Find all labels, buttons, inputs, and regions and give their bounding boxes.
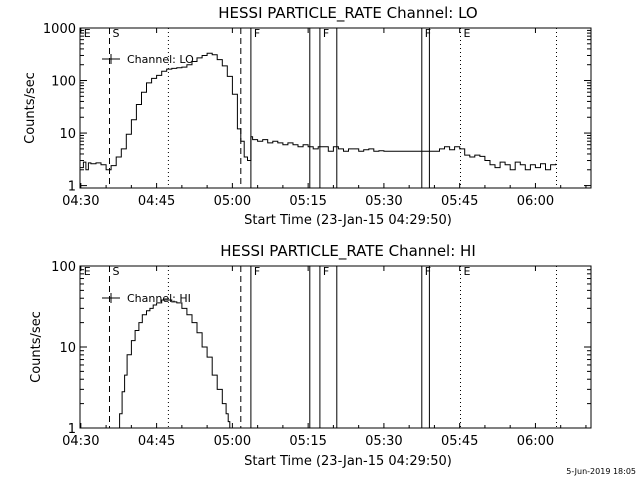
chart-title: HESSI PARTICLE_RATE Channel: LO — [218, 4, 477, 23]
x-tick-label: 04:45 — [138, 194, 175, 209]
x-tick-label: 06:00 — [517, 434, 554, 449]
y-tick-label: 10 — [59, 341, 76, 356]
flag-label: F — [425, 265, 431, 278]
flag-label: F — [323, 27, 329, 40]
flag-label: E — [464, 265, 471, 278]
x-tick-label: 04:45 — [138, 434, 175, 449]
x-axis-label: Start Time (23-Jan-15 04:29:50) — [244, 454, 452, 469]
legend: Channel: HI — [102, 292, 191, 305]
x-tick-label: 04:30 — [62, 194, 99, 209]
y-tick-label: 10 — [59, 127, 76, 142]
plot-frame — [79, 265, 592, 429]
flag-label: E — [464, 27, 471, 40]
timestamp: 5-Jun-2019 18:05 — [566, 467, 636, 476]
plot-frame — [79, 27, 592, 189]
flag-label: F — [323, 265, 329, 278]
y-tick-label: 1 — [68, 180, 76, 195]
x-tick-label: 05:00 — [214, 434, 251, 449]
x-tick-label: 06:00 — [517, 194, 554, 209]
x-tick-label: 05:30 — [365, 194, 402, 209]
flag-label: F — [425, 27, 431, 40]
x-tick-label: 05:15 — [289, 194, 326, 209]
flag-label: E — [84, 27, 91, 40]
rate-series-line — [80, 52, 557, 171]
flag-label: F — [254, 265, 260, 278]
legend: Channel: LO — [102, 53, 194, 66]
chart-title: HESSI PARTICLE_RATE Channel: HI — [220, 242, 476, 261]
x-tick-label: 05:45 — [441, 434, 478, 449]
x-tick-label: 05:00 — [214, 194, 251, 209]
legend-label: Channel: HI — [127, 292, 191, 305]
x-tick-label: 05:30 — [365, 434, 402, 449]
y-tick-label: 100 — [51, 260, 76, 275]
x-tick-label: 05:15 — [289, 434, 326, 449]
y-axis-label: Counts/sec — [23, 72, 38, 144]
legend-label: Channel: LO — [127, 53, 194, 66]
flag-label: F — [254, 27, 260, 40]
flag-label: S — [113, 27, 120, 40]
flag-label: E — [84, 265, 91, 278]
y-tick-label: 1000 — [43, 22, 76, 37]
x-tick-label: 05:45 — [441, 194, 478, 209]
chart-lo: HESSI PARTICLE_RATE Channel: LO E S F F F E 04… — [23, 4, 592, 228]
chart-hi: HESSI PARTICLE_RATE Channel: HI E S F F F E 04… — [29, 242, 592, 469]
y-axis-label: Counts/sec — [29, 311, 44, 383]
y-tick-label: 100 — [51, 75, 76, 90]
flag-label: S — [113, 265, 120, 278]
x-axis-label: Start Time (23-Jan-15 04:29:50) — [244, 213, 452, 228]
x-tick-label: 04:30 — [62, 434, 99, 449]
rate-series-line — [117, 299, 231, 429]
y-tick-label: 1 — [68, 422, 76, 437]
